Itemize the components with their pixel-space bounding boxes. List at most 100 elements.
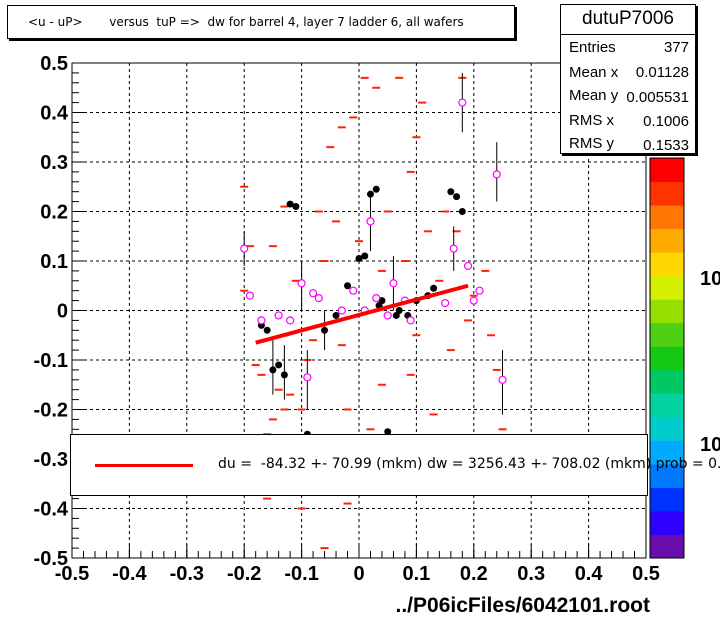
stat-rms-y-value: 0.1533 [643, 137, 689, 154]
black-point [292, 203, 300, 211]
magenta-point [389, 279, 398, 288]
magenta-point [297, 279, 306, 288]
fit-legend-label: du = -84.32 +- 70.99 (mkm) dw = 3256.43 … [218, 456, 720, 472]
black-point [263, 326, 271, 334]
magenta-point [349, 286, 358, 295]
fit-legend-box: du = -84.32 +- 70.99 (mkm) dw = 3256.43 … [70, 434, 720, 496]
palette-swatch [650, 322, 684, 347]
palette-swatch [650, 275, 684, 300]
magenta-point [458, 98, 467, 107]
fit-line [255, 283, 469, 345]
magenta-point [449, 244, 458, 253]
palette-swatch [650, 487, 684, 512]
palette-swatch [650, 416, 684, 441]
x-tick-label: -0.3 [170, 563, 204, 585]
magenta-point [383, 311, 392, 320]
black-point [286, 200, 294, 208]
palette-swatch [650, 346, 684, 371]
magenta-point [240, 244, 249, 253]
y-tick-label: 0 [57, 301, 68, 323]
black-point-series [257, 185, 466, 438]
stat-rms-x-value: 0.1006 [643, 113, 689, 130]
black-point [395, 307, 403, 314]
x-tick-label: 0.1 [402, 563, 430, 585]
y-tick-label: -0.1 [34, 350, 68, 372]
black-point [384, 428, 392, 436]
black-point [361, 252, 369, 260]
axis-ticks [71, 62, 647, 559]
color-palette [649, 157, 685, 559]
palette-swatch [650, 510, 684, 535]
black-point [332, 311, 340, 319]
black-point [458, 208, 466, 215]
stats-name: dutuP7006 [561, 8, 695, 35]
black-point [372, 185, 380, 193]
magenta-point [492, 170, 501, 179]
y-tick-labels: -0.5 -0.4 -0.3 -0.2 -0.1 0 0.1 0.2 0.3 0.4 0.5 [34, 53, 69, 570]
black-point [280, 371, 288, 379]
magenta-point [498, 375, 507, 384]
stat-rms-x-label: RMS x [569, 112, 614, 129]
black-point [430, 284, 438, 292]
magenta-point [308, 289, 318, 298]
y-tick-label: 0.4 [40, 103, 69, 125]
file-name: ../P06icFiles/6042101.root [395, 594, 650, 617]
y-tick-label: 0.2 [40, 202, 68, 224]
magenta-point [441, 298, 450, 308]
stat-mean-y-value: 0.005531 [626, 89, 689, 106]
black-point [447, 188, 455, 196]
palette-border [649, 157, 685, 559]
palette-swatch [650, 463, 684, 488]
y-tick-label: 0.3 [40, 152, 68, 174]
black-point [366, 190, 374, 198]
y-tick-label: -0.2 [34, 400, 68, 422]
stats-box: dutuP7006 Entries 377 Mean x 0.01128 Mea… [560, 4, 696, 154]
palette-swatch [650, 393, 684, 418]
stat-mean-x-label: Mean x [569, 64, 619, 81]
black-point [453, 193, 461, 201]
x-tick-label: -0.5 [55, 563, 89, 585]
y-tick-label: -0.3 [34, 449, 68, 471]
stat-rms-y-label: RMS y [569, 135, 614, 152]
palette-swatch [650, 158, 684, 183]
black-point [355, 255, 363, 263]
palette-label-upper: 10 [700, 268, 720, 290]
black-point [344, 282, 352, 290]
magenta-point [469, 296, 478, 305]
palette-swatch [650, 205, 684, 230]
x-tick-label: -0.2 [227, 563, 261, 585]
magenta-point [372, 294, 381, 303]
palette-swatch [650, 228, 684, 253]
magenta-point [463, 261, 473, 271]
stat-entries-value: 377 [663, 39, 689, 56]
palette-swatch [650, 299, 684, 324]
x-tick-label: -0.1 [284, 563, 318, 585]
x-tick-label: -0.4 [112, 563, 147, 585]
y-tick-label: 0.5 [40, 53, 68, 75]
magenta-point [337, 306, 346, 315]
x-tick-label: 0.4 [575, 563, 604, 585]
plot-title-box: <u - uP> versus tuP => dw for barrel 4, … [7, 5, 515, 39]
stat-mean-y-label: Mean y [569, 87, 619, 104]
magenta-point [245, 291, 255, 300]
x-tick-labels: -0.5 -0.4 -0.3 -0.2 -0.1 0 0.1 0.2 0.3 0.4 0.5 [55, 563, 660, 585]
magenta-point [257, 316, 266, 325]
palette-swatch [650, 181, 684, 206]
black-point [321, 326, 329, 334]
magenta-point [314, 294, 323, 303]
y-tick-label: 0.1 [40, 251, 68, 273]
x-tick-label: 0.3 [517, 563, 545, 585]
stat-entries-label: Entries [569, 39, 616, 56]
magenta-point [475, 286, 484, 295]
magenta-point [303, 373, 312, 382]
black-point [275, 361, 283, 369]
palette-swatch [650, 534, 684, 559]
stat-mean-x-value: 0.01128 [635, 64, 689, 81]
y-tick-label: -0.5 [34, 548, 68, 570]
palette-label-lower: 10 [700, 434, 720, 456]
palette-swatch [650, 440, 684, 465]
magenta-point [366, 217, 375, 226]
x-tick-label: 0.2 [460, 563, 488, 585]
x-tick-label: 0.5 [632, 563, 660, 585]
magenta-point [274, 311, 283, 320]
